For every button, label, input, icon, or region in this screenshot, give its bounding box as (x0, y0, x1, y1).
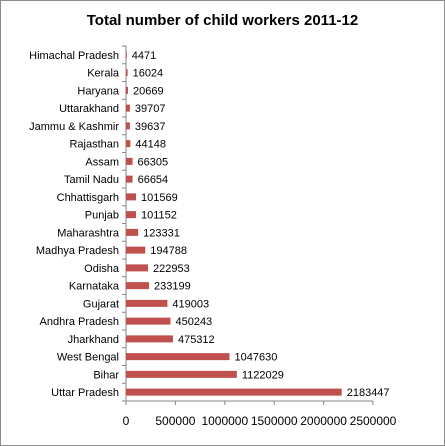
data-label: 475312 (178, 334, 215, 346)
bar (126, 246, 146, 254)
bar (126, 104, 130, 112)
category-label: Madhya Pradesh (36, 245, 119, 257)
bar (126, 388, 342, 396)
data-label: 20669 (133, 85, 164, 97)
bar (126, 264, 149, 272)
bar (126, 157, 133, 165)
data-label: 233199 (154, 281, 191, 293)
category-label: Odisha (84, 263, 120, 275)
bar (126, 211, 136, 219)
data-label: 44148 (135, 139, 166, 151)
category-label: Andhra Pradesh (40, 316, 120, 328)
bar (126, 175, 133, 183)
category-label: Rajasthan (69, 139, 119, 151)
category-label: Jammu & Kashmir (29, 121, 119, 133)
x-tick-label: 1500000 (251, 414, 298, 428)
data-label: 101152 (141, 210, 177, 222)
category-label: Uttarakhand (59, 103, 119, 115)
bar (126, 282, 150, 290)
chart-title: Total number of child workers 2011-12 (86, 12, 359, 29)
bar (126, 69, 128, 77)
x-tick-label: 0 (123, 414, 130, 428)
x-tick-label: 1000000 (201, 414, 248, 428)
data-label: 1047630 (235, 352, 278, 364)
category-label: Maharashtra (57, 227, 120, 239)
data-label: 123331 (143, 227, 180, 239)
data-label: 222953 (153, 263, 190, 275)
data-label: 1122029 (242, 369, 284, 381)
category-label: West Bengal (57, 352, 119, 364)
category-label: Uttar Pradesh (51, 387, 119, 399)
data-label: 4471 (132, 50, 156, 62)
category-label: Karnataka (69, 281, 120, 293)
category-label: Punjab (85, 210, 119, 222)
x-tick-label: 2000000 (300, 414, 347, 428)
data-label: 194788 (150, 245, 187, 257)
data-label: 2183447 (347, 387, 390, 399)
category-label: Gujarat (83, 298, 119, 310)
category-label: Himachal Pradesh (29, 50, 119, 62)
category-label: Jharkhand (68, 334, 119, 346)
data-label: 66305 (138, 156, 169, 168)
bar (126, 299, 168, 307)
data-label: 39707 (135, 103, 166, 115)
data-label: 66654 (138, 174, 169, 186)
category-label: Chhattisgarh (57, 192, 119, 204)
bar (126, 353, 230, 361)
x-tick-label: 2500000 (350, 414, 397, 428)
bar (126, 370, 237, 378)
bar (126, 122, 130, 130)
data-label: 419003 (172, 298, 209, 310)
bar (126, 140, 131, 148)
category-label: Bihar (93, 369, 119, 381)
bar (126, 51, 127, 59)
category-label: Kerala (87, 68, 120, 80)
bar (126, 228, 139, 236)
category-label: Haryana (77, 85, 119, 97)
data-label: 39637 (135, 121, 166, 133)
bar (126, 86, 129, 94)
bar (126, 193, 137, 201)
category-label: Assam (85, 156, 119, 168)
bar (126, 335, 173, 343)
bar (126, 317, 171, 325)
data-label: 450243 (175, 316, 212, 328)
data-label: 101569 (141, 192, 178, 204)
category-label: Tamil Nadu (64, 174, 119, 186)
x-tick-label: 500000 (155, 414, 195, 428)
data-label: 16024 (133, 68, 164, 80)
